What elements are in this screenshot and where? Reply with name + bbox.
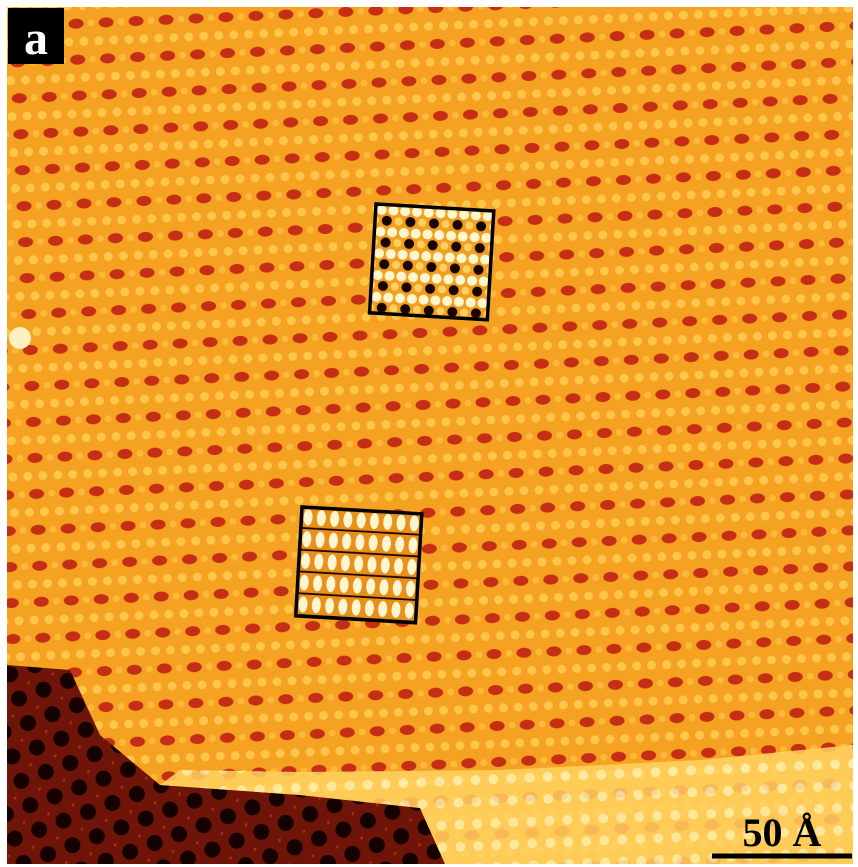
stm-surface bbox=[7, 7, 853, 864]
panel-label: a bbox=[24, 12, 48, 65]
scale-bar-label: 50 Å bbox=[743, 810, 822, 855]
stm-image-figure: a 50 Å bbox=[0, 0, 858, 867]
simulation-inset-2 bbox=[296, 507, 422, 623]
defect bbox=[9, 327, 31, 349]
simulation-inset-1 bbox=[370, 204, 494, 320]
